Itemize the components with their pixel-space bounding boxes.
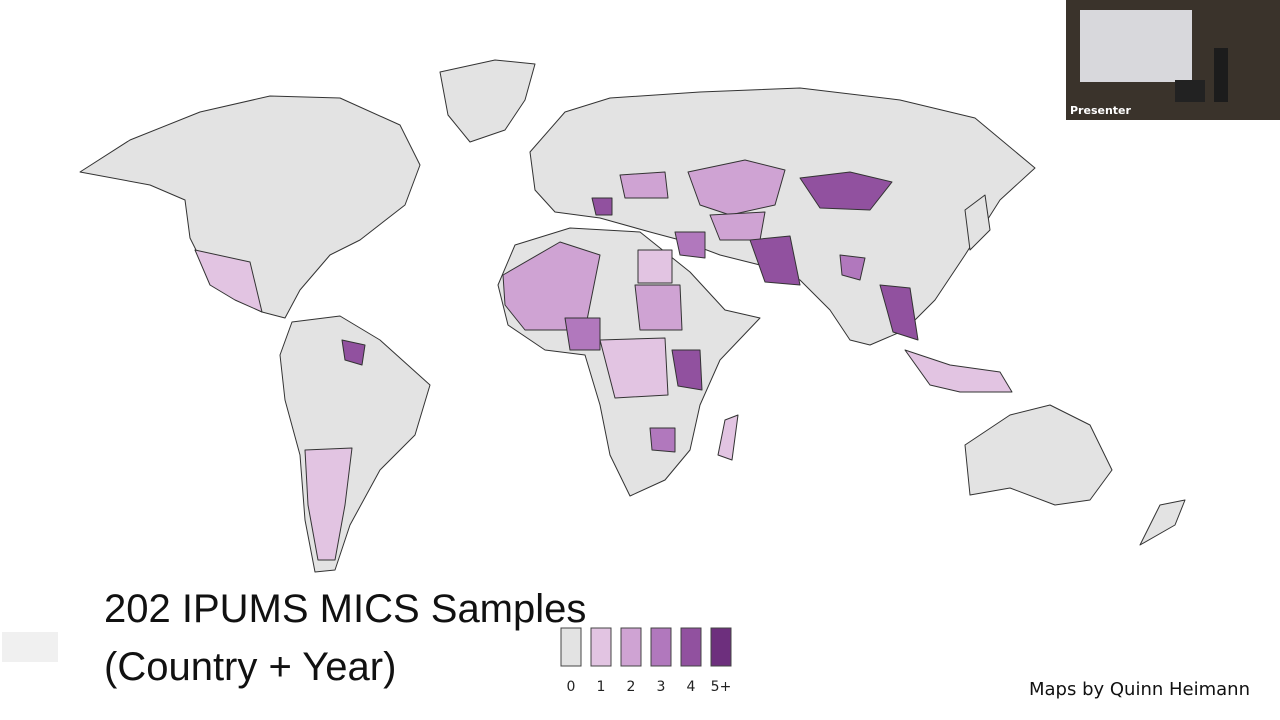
nigeria bbox=[564, 317, 601, 351]
legend-label: 5+ bbox=[711, 679, 732, 695]
legend-label: 3 bbox=[657, 679, 666, 695]
legend-swatch bbox=[620, 627, 642, 667]
presenter-label: Presenter bbox=[1070, 104, 1132, 117]
credit: Maps by Quinn Heimann bbox=[1029, 679, 1250, 700]
new-zealand bbox=[1139, 499, 1186, 546]
guyana bbox=[341, 339, 366, 366]
world-map bbox=[79, 59, 1186, 573]
balkans bbox=[591, 197, 613, 216]
legend-swatch bbox=[590, 627, 612, 667]
pakistan bbox=[749, 235, 801, 286]
madagascar bbox=[717, 414, 739, 461]
north-america bbox=[79, 95, 421, 319]
australia bbox=[964, 404, 1113, 506]
presenter-video: Presenter bbox=[1066, 0, 1280, 120]
egypt bbox=[637, 249, 673, 284]
legend-label: 0 bbox=[567, 679, 576, 695]
legend-swatch bbox=[560, 627, 582, 667]
title-line: 202 IPUMS MICS Samples bbox=[104, 587, 586, 631]
indonesia bbox=[904, 349, 1013, 393]
legend-swatch bbox=[710, 627, 732, 667]
presenter-figure bbox=[1214, 48, 1228, 102]
legend-label: 1 bbox=[597, 679, 606, 695]
legend-swatch bbox=[680, 627, 702, 667]
central-asia bbox=[709, 211, 766, 241]
sudan bbox=[634, 284, 683, 331]
eurasia bbox=[529, 87, 1036, 346]
legend-swatch bbox=[650, 627, 672, 667]
legend-label: 2 bbox=[627, 679, 636, 695]
mexico bbox=[194, 249, 263, 313]
logo-placeholder bbox=[2, 632, 58, 662]
greenland bbox=[439, 59, 536, 143]
legend-label: 4 bbox=[687, 679, 696, 695]
legend: 0 1 2 3 4 5+ bbox=[560, 627, 732, 695]
japan bbox=[964, 194, 991, 251]
argentina bbox=[304, 447, 353, 561]
zimbabwe bbox=[649, 427, 676, 453]
bangladesh-area bbox=[839, 254, 866, 281]
kenya bbox=[671, 349, 703, 391]
kazakhstan bbox=[687, 159, 786, 216]
ukraine bbox=[619, 171, 669, 199]
central-africa bbox=[599, 337, 669, 399]
podium bbox=[1175, 80, 1205, 102]
projected-screen bbox=[1080, 10, 1192, 82]
iraq bbox=[674, 231, 706, 259]
title-line: (Country + Year) bbox=[104, 645, 396, 689]
mongolia bbox=[799, 171, 893, 211]
thailand bbox=[879, 284, 919, 341]
